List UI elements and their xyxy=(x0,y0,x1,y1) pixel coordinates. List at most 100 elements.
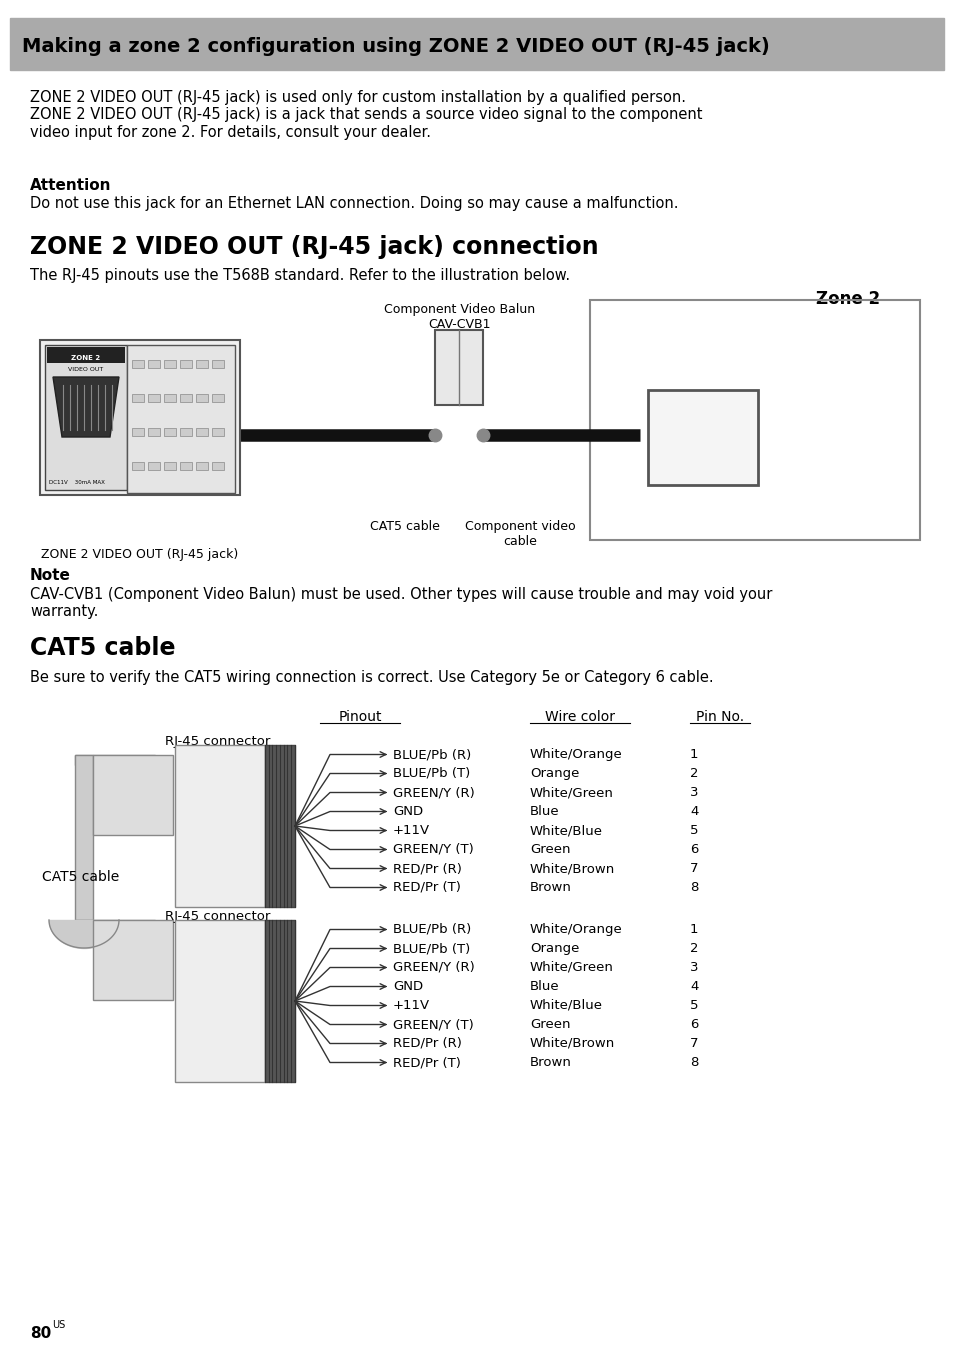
Text: Attention: Attention xyxy=(30,178,112,193)
Text: RJ-45 connector: RJ-45 connector xyxy=(165,735,270,748)
Text: 5: 5 xyxy=(689,823,698,837)
Text: ZONE 2: ZONE 2 xyxy=(71,357,102,366)
Text: White/Orange: White/Orange xyxy=(530,748,622,761)
Text: DC11V    30mA MAX: DC11V 30mA MAX xyxy=(49,480,105,485)
Bar xyxy=(75,754,92,919)
Text: +11V: +11V xyxy=(393,999,430,1013)
Text: White/Brown: White/Brown xyxy=(530,1037,615,1051)
Text: ZONE 2 VIDEO OUT (RJ-45 jack) is used only for custom installation by a qualifie: ZONE 2 VIDEO OUT (RJ-45 jack) is used on… xyxy=(30,91,701,139)
Bar xyxy=(647,389,758,485)
Bar xyxy=(265,745,294,907)
Text: White/Brown: White/Brown xyxy=(530,863,615,875)
Text: RJ-45 connector: RJ-45 connector xyxy=(165,910,270,923)
Polygon shape xyxy=(53,377,119,437)
Text: Brown: Brown xyxy=(530,882,571,894)
Text: 6: 6 xyxy=(689,1018,698,1032)
Text: 8: 8 xyxy=(689,1056,698,1069)
Bar xyxy=(589,300,919,539)
Text: RED/Pr (T): RED/Pr (T) xyxy=(393,1056,460,1069)
Text: White/Orange: White/Orange xyxy=(530,923,622,936)
Text: GREEN/Y (R): GREEN/Y (R) xyxy=(393,786,475,799)
Bar xyxy=(132,429,144,435)
Bar xyxy=(212,393,224,402)
Bar xyxy=(164,360,175,368)
Bar xyxy=(75,919,154,930)
Text: 2: 2 xyxy=(689,942,698,955)
Text: Component video
cable: Component video cable xyxy=(464,521,575,548)
Text: White/Blue: White/Blue xyxy=(530,823,602,837)
Bar xyxy=(132,360,144,368)
Text: TV
monitor: TV monitor xyxy=(673,422,732,454)
Text: ZONE 2 VIDEO OUT (RJ-45 jack): ZONE 2 VIDEO OUT (RJ-45 jack) xyxy=(41,548,238,561)
Text: Orange: Orange xyxy=(530,767,578,780)
Text: Blue: Blue xyxy=(530,980,559,992)
Bar xyxy=(40,339,240,495)
Bar xyxy=(148,429,160,435)
Bar xyxy=(164,393,175,402)
Text: Pin No.: Pin No. xyxy=(695,710,743,725)
Text: 3: 3 xyxy=(689,786,698,799)
Text: BLUE/Pb (T): BLUE/Pb (T) xyxy=(393,767,470,780)
Text: White/Green: White/Green xyxy=(530,961,613,973)
Bar xyxy=(195,393,208,402)
Bar xyxy=(132,462,144,470)
Bar xyxy=(10,18,943,70)
Text: GREEN/Y (R): GREEN/Y (R) xyxy=(393,961,475,973)
Bar xyxy=(164,429,175,435)
Text: Component Video Balun
CAV-CVB1: Component Video Balun CAV-CVB1 xyxy=(384,303,535,331)
Text: White/Blue: White/Blue xyxy=(530,999,602,1013)
Text: 5: 5 xyxy=(689,999,698,1013)
Bar xyxy=(164,462,175,470)
Text: Blue: Blue xyxy=(530,804,559,818)
Bar xyxy=(75,754,154,765)
Text: US: US xyxy=(52,1320,65,1330)
Text: Orange: Orange xyxy=(530,942,578,955)
Bar xyxy=(45,345,127,489)
Text: CAT5 cable: CAT5 cable xyxy=(30,635,175,660)
Bar xyxy=(148,393,160,402)
Text: CAT5 cable: CAT5 cable xyxy=(370,521,439,533)
Bar xyxy=(195,360,208,368)
Bar xyxy=(180,429,192,435)
Text: Wire color: Wire color xyxy=(544,710,615,725)
Text: CAV-CVB1 (Component Video Balun) must be used. Other types will cause trouble an: CAV-CVB1 (Component Video Balun) must be… xyxy=(30,587,772,619)
Text: 7: 7 xyxy=(689,863,698,875)
Bar xyxy=(127,345,234,493)
Text: 6: 6 xyxy=(689,844,698,856)
Text: The RJ-45 pinouts use the T568B standard. Refer to the illustration below.: The RJ-45 pinouts use the T568B standard… xyxy=(30,268,570,283)
Text: Note: Note xyxy=(30,568,71,583)
Text: White/Green: White/Green xyxy=(530,786,613,799)
Bar xyxy=(148,360,160,368)
Text: Brown: Brown xyxy=(530,1056,571,1069)
Bar xyxy=(174,745,265,907)
Text: Making a zone 2 configuration using ZONE 2 VIDEO OUT (RJ-45 jack): Making a zone 2 configuration using ZONE… xyxy=(22,37,769,55)
Bar xyxy=(132,393,144,402)
Bar xyxy=(195,462,208,470)
Bar xyxy=(195,429,208,435)
Text: GND: GND xyxy=(393,804,423,818)
Text: 1: 1 xyxy=(689,748,698,761)
Text: Pinout: Pinout xyxy=(338,710,381,725)
Bar xyxy=(212,462,224,470)
Text: 1: 1 xyxy=(689,923,698,936)
Text: BLUE/Pb (R): BLUE/Pb (R) xyxy=(393,923,471,936)
Text: BLUE/Pb (T): BLUE/Pb (T) xyxy=(393,942,470,955)
Text: Green: Green xyxy=(530,1018,570,1032)
Text: ZONE 2 VIDEO OUT (RJ-45 jack) connection: ZONE 2 VIDEO OUT (RJ-45 jack) connection xyxy=(30,235,598,260)
Bar xyxy=(148,462,160,470)
Text: VIDEO OUT: VIDEO OUT xyxy=(69,366,104,372)
Text: BLUE/Pb (R): BLUE/Pb (R) xyxy=(393,748,471,761)
Bar xyxy=(174,919,265,1082)
Text: 7: 7 xyxy=(689,1037,698,1051)
Bar xyxy=(212,360,224,368)
Text: +11V: +11V xyxy=(393,823,430,837)
Text: 4: 4 xyxy=(689,980,698,992)
Text: 80: 80 xyxy=(30,1326,51,1341)
Text: RED/Pr (T): RED/Pr (T) xyxy=(393,882,460,894)
Text: 4: 4 xyxy=(689,804,698,818)
Bar xyxy=(92,919,172,1000)
Text: CAT5 cable: CAT5 cable xyxy=(42,869,119,884)
Text: GREEN/Y (T): GREEN/Y (T) xyxy=(393,1018,474,1032)
Text: RED/Pr (R): RED/Pr (R) xyxy=(393,1037,461,1051)
Bar xyxy=(92,754,172,836)
